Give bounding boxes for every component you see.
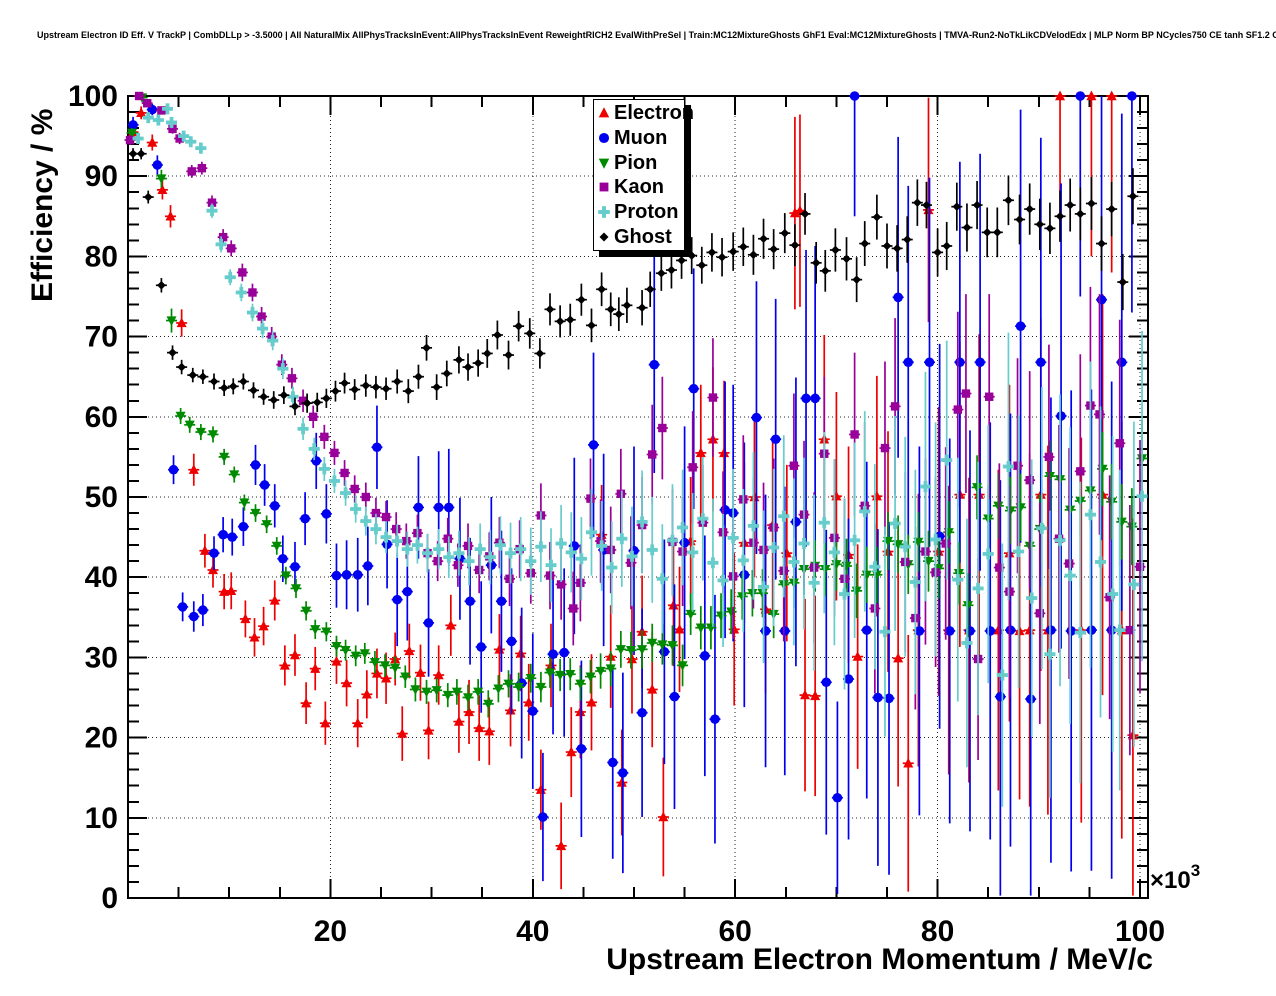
muon-marker-icon — [598, 132, 610, 144]
y-tick-label: 100 — [68, 80, 118, 113]
y-tick-label: 70 — [85, 321, 118, 354]
y-axis-title: Efficiency / % — [26, 109, 59, 302]
y-tick-label: 30 — [85, 641, 118, 674]
y-tick-label: 90 — [85, 160, 118, 193]
legend-entry-proton: Proton — [594, 200, 684, 223]
legend-entry-electron: Electron — [594, 102, 694, 125]
legend-label: Ghost — [614, 225, 672, 248]
series-proton — [132, 103, 1148, 807]
x-axis-exponent: ×103 — [1150, 861, 1200, 894]
ghost-marker-icon — [599, 232, 609, 242]
series-pion — [126, 93, 1148, 718]
legend-label: Kaon — [614, 176, 664, 199]
legend-entry-muon: Muon — [594, 126, 684, 149]
axes — [127, 95, 1149, 899]
x-tick-label: 100 — [1115, 915, 1165, 948]
legend-entry-pion: Pion — [594, 151, 684, 174]
x-tick-label: 20 — [314, 915, 347, 948]
legend-label: Muon — [614, 126, 668, 149]
x-tick-label: 80 — [921, 915, 954, 948]
proton-marker-icon — [598, 206, 610, 218]
y-tick-label: 0 — [101, 882, 118, 915]
y-tick-label: 40 — [85, 561, 118, 594]
y-tick-label: 80 — [85, 240, 118, 273]
y-tick-label: 10 — [85, 802, 118, 835]
series-ghost — [127, 148, 1139, 416]
y-tick-label: 60 — [85, 401, 118, 434]
x-axis-title: Upstream Electron Momentum / MeV/c — [606, 943, 1153, 976]
legend-entry-kaon: Kaon — [594, 176, 684, 199]
y-tick-label: 20 — [85, 722, 118, 755]
legend-label: Proton — [614, 200, 679, 223]
x-tick-label: 60 — [719, 915, 752, 948]
x-tick-label: 40 — [516, 915, 549, 948]
electron-marker-icon — [598, 107, 610, 118]
pion-marker-icon — [598, 158, 610, 169]
legend-label: Electron — [614, 102, 695, 125]
plot-title: Upstream Electron ID Eff. V TrackP | Com… — [37, 30, 1276, 40]
y-tick-label: 50 — [85, 481, 118, 514]
legend-entry-ghost: Ghost — [594, 225, 684, 248]
kaon-marker-icon — [599, 182, 609, 192]
series-muon — [127, 91, 1138, 896]
legend-label: Pion — [614, 151, 658, 174]
legend-box: Electron Muon Pion Kaon Proton Ghost — [593, 99, 694, 251]
